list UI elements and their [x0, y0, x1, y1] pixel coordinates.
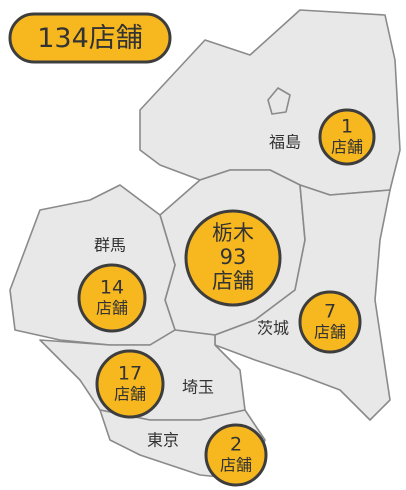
ibaraki-area — [214, 184, 391, 421]
store-unit: 店舗 — [331, 138, 363, 157]
total-unit: 店舗 — [89, 23, 143, 54]
store-count: 17 — [118, 363, 142, 385]
count-badge — [77, 263, 147, 333]
count-badge — [298, 290, 362, 354]
count-badge — [204, 423, 268, 487]
region-name: 福島 — [269, 133, 301, 152]
region-name: 群馬 — [94, 236, 126, 255]
count-badge — [184, 209, 282, 307]
total-count: 134 — [37, 23, 89, 54]
region-name: 東京 — [147, 431, 179, 450]
region-name: 茨城 — [257, 319, 289, 338]
store-unit: 店舗 — [212, 269, 254, 293]
store-count: 14 — [100, 277, 124, 299]
store-count: 1 — [341, 116, 353, 138]
store-unit: 店舗 — [220, 456, 252, 475]
store-unit: 店舗 — [314, 323, 346, 342]
region-name: 埼玉 — [182, 378, 214, 397]
store-unit: 店舗 — [96, 299, 128, 318]
store-unit: 店舗 — [114, 385, 146, 404]
region-name: 栃木 — [212, 221, 254, 245]
total-pill — [8, 12, 172, 64]
count-badge — [95, 349, 165, 419]
store-count: 2 — [230, 434, 242, 456]
lake — [267, 87, 291, 115]
count-badge — [318, 108, 376, 166]
store-count: 93 — [220, 245, 247, 269]
total-text: 134店舗 — [37, 23, 143, 54]
store-count: 7 — [324, 301, 336, 323]
total-badge: 134店舗 — [8, 12, 172, 64]
